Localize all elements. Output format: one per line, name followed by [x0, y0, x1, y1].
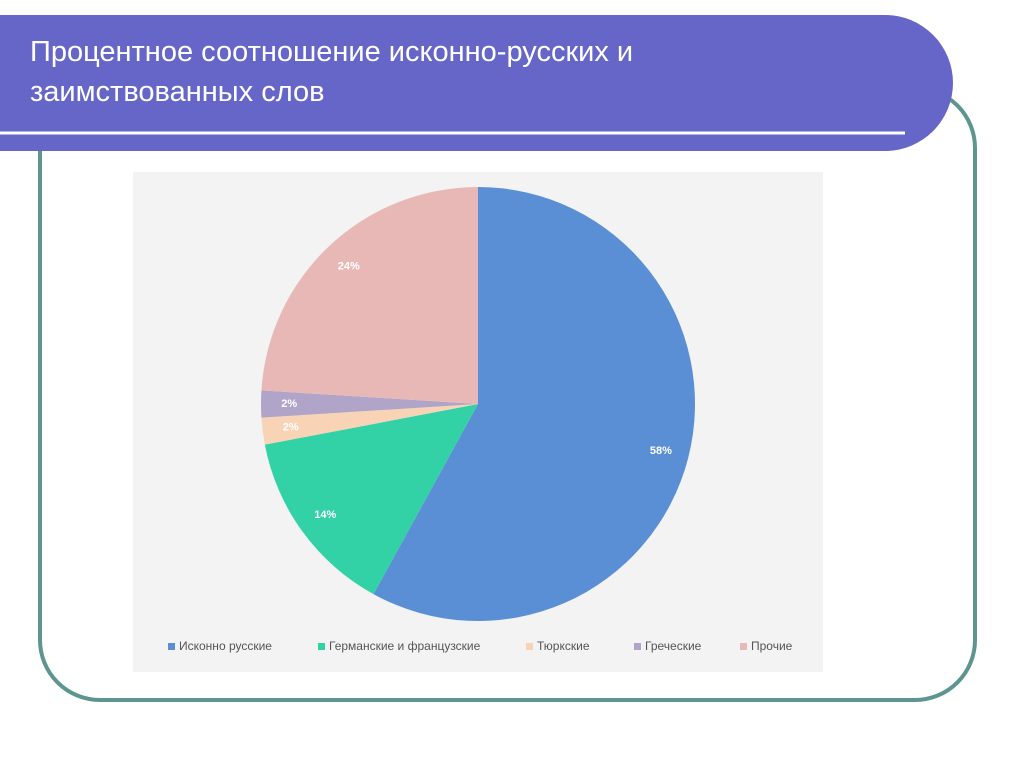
legend-marker — [740, 643, 747, 650]
legend-label: Тюркские — [537, 639, 590, 653]
legend-marker — [318, 643, 325, 650]
pie-slice — [261, 187, 478, 404]
legend-label: Греческие — [645, 639, 702, 653]
chart-title: Процентное соотношение исконно-русских и… — [30, 36, 634, 108]
data-label: 14% — [314, 509, 336, 521]
data-label: 2% — [281, 398, 297, 410]
legend-marker — [634, 643, 641, 650]
legend-label: Прочие — [751, 639, 793, 653]
chart: 58% 14% 2% 2% 24% Исконно русские Германские и… — [168, 187, 793, 653]
header-band — [0, 15, 953, 151]
pie-slice — [373, 187, 695, 621]
pie-slice — [261, 404, 478, 445]
data-label: 58% — [650, 445, 672, 457]
legend-marker — [526, 643, 533, 650]
legend-marker — [168, 643, 175, 650]
pie-slice — [261, 390, 478, 418]
legend-label: Германские и французские — [329, 639, 481, 653]
data-label: 2% — [283, 422, 299, 434]
legend-label: Исконно русские — [179, 639, 272, 653]
pie-slice — [264, 404, 478, 595]
data-label: 24% — [338, 260, 360, 272]
